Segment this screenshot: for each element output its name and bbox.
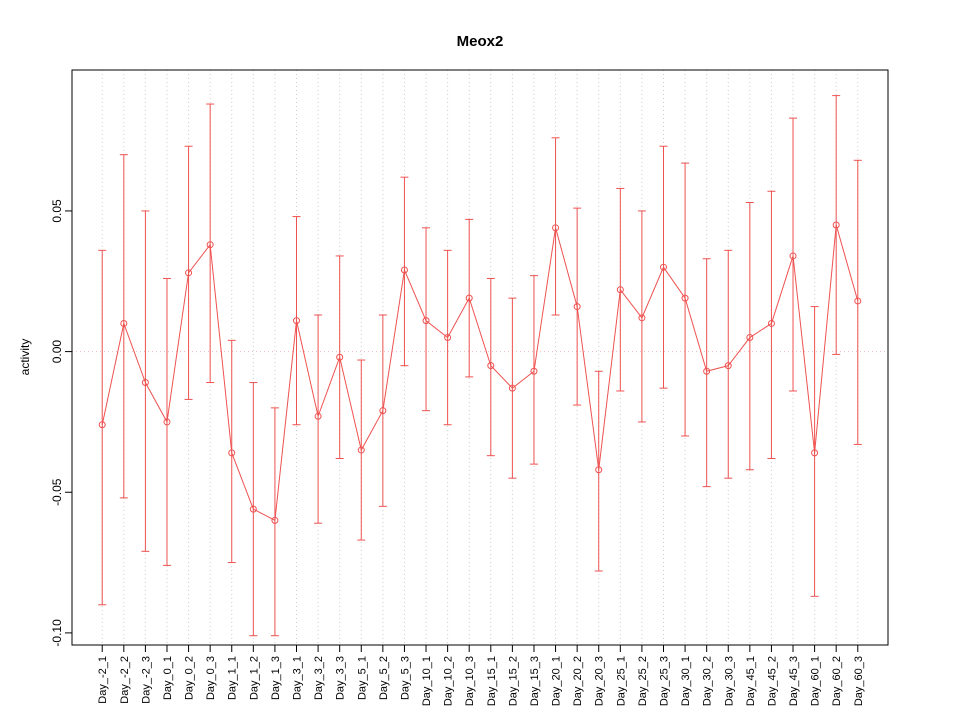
x-tick-label: Day_5_2 — [378, 656, 390, 700]
data-point — [746, 334, 754, 342]
x-tick-label: Day_45_3 — [788, 656, 800, 706]
data-point — [616, 286, 624, 294]
data-point — [163, 418, 171, 426]
x-tick-label: Day_30_3 — [723, 656, 735, 706]
x-tick-label: Day_15_1 — [486, 656, 498, 706]
data-point — [530, 367, 538, 375]
x-tick-label: Day_-2_2 — [119, 656, 131, 704]
data-point — [703, 367, 711, 375]
series-line — [101, 224, 859, 522]
data-point — [141, 379, 149, 387]
data-point — [767, 319, 775, 327]
x-tick-label: Day_45_2 — [766, 656, 778, 706]
x-tick-label: Day_25_2 — [637, 656, 649, 706]
x-tick-label: Day_-2_3 — [140, 656, 152, 704]
x-tick-label: Day_3_3 — [335, 656, 347, 700]
data-point — [595, 466, 603, 474]
data-point — [573, 303, 581, 311]
x-tick-label: Day_3_1 — [292, 656, 304, 700]
data-point — [98, 421, 106, 429]
data-point — [465, 294, 473, 302]
x-tick-label: Day_15_3 — [529, 656, 541, 706]
x-tick-label: Day_60_1 — [810, 656, 822, 706]
data-point — [811, 449, 819, 457]
data-point — [681, 294, 689, 302]
data-point — [249, 505, 257, 513]
x-tick-label: Day_60_3 — [853, 656, 865, 706]
x-tick-label: Day_3_2 — [313, 656, 325, 700]
data-point — [789, 252, 797, 260]
data-point — [400, 266, 408, 274]
x-tick-label: Day_15_2 — [507, 656, 519, 706]
x-tick-label: Day_60_2 — [831, 656, 843, 706]
x-tick-label: Day_30_2 — [702, 656, 714, 706]
x-tick-label: Day_20_3 — [594, 656, 606, 706]
data-point — [444, 334, 452, 342]
x-tick-label: Day_30_1 — [680, 656, 692, 706]
y-tick-label: 0.00 — [50, 340, 64, 364]
data-point — [854, 297, 862, 305]
y-tick-label: -0.10 — [50, 619, 64, 647]
data-point — [832, 221, 840, 229]
x-tick-label: Day_0_1 — [162, 656, 174, 700]
data-point — [185, 269, 193, 277]
x-tick-label: Day_5_3 — [399, 656, 411, 700]
data-point — [271, 516, 279, 524]
x-tick-label: Day_-2_1 — [97, 656, 109, 704]
data-point — [293, 317, 301, 325]
x-tick-label: Day_1_2 — [248, 656, 260, 700]
x-tick-label: Day_5_1 — [356, 656, 368, 700]
x-tick-label: Day_10_3 — [464, 656, 476, 706]
x-tick-label: Day_1_1 — [227, 656, 239, 700]
x-tick-label: Day_0_2 — [184, 656, 196, 700]
data-point — [487, 362, 495, 370]
data-point — [206, 241, 214, 249]
x-tick-label: Day_20_2 — [572, 656, 584, 706]
plot-box — [71, 69, 889, 646]
data-point — [422, 317, 430, 325]
x-tick-label: Day_25_1 — [615, 656, 627, 706]
x-tick-label: Day_45_1 — [745, 656, 757, 706]
y-tick-label: -0.05 — [50, 478, 64, 506]
data-point — [228, 449, 236, 457]
data-point — [638, 314, 646, 322]
x-tick-label: Day_10_1 — [421, 656, 433, 706]
x-tick-label: Day_1_3 — [270, 656, 282, 700]
data-point — [120, 319, 128, 327]
x-tick-label: Day_0_3 — [205, 656, 217, 700]
x-tick-label: Day_10_2 — [443, 656, 455, 706]
chart-title: Meox2 — [456, 33, 504, 50]
x-tick-label: Day_20_1 — [551, 656, 563, 706]
y-tick-label: 0.05 — [50, 199, 64, 223]
data-point — [552, 224, 560, 232]
data-point — [659, 263, 667, 271]
x-tick-label: Day_25_3 — [658, 656, 670, 706]
data-point — [314, 412, 322, 420]
data-point — [336, 353, 344, 361]
data-point — [724, 362, 732, 370]
data-point — [379, 407, 387, 415]
data-point — [508, 384, 516, 392]
data-point — [357, 446, 365, 454]
